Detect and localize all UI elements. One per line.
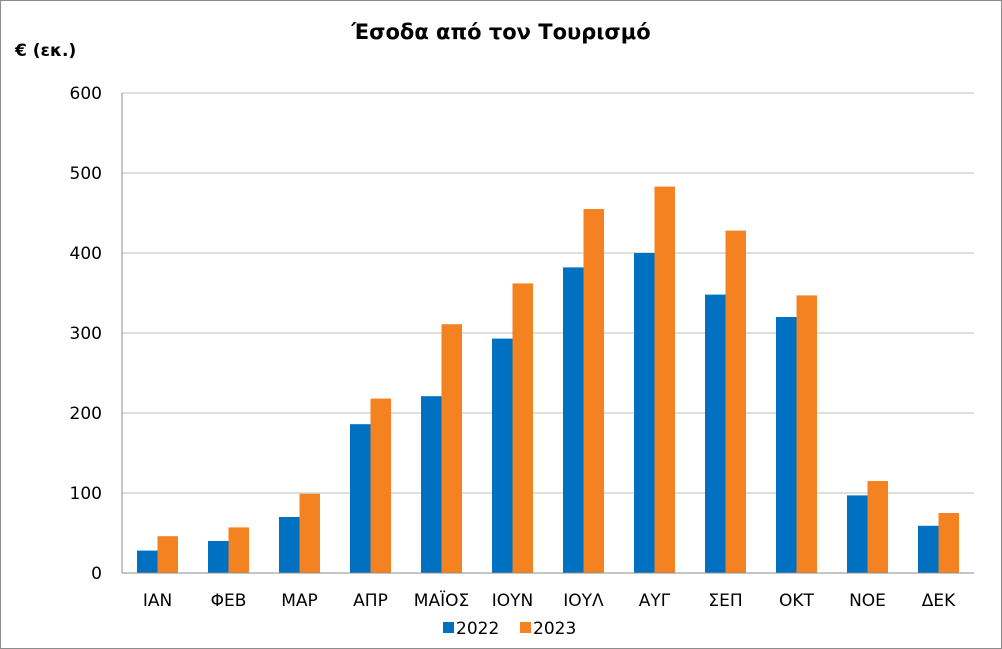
axes: 0 100 200 300 400 500 600 ΙΑΝ ΦΕΒ ΜΑΡ ΑΠΡ ΜΑΪΟΣ ΙΟΥΝ… [70, 84, 974, 611]
x-tick-label: ΟΚΤ [779, 591, 815, 611]
x-tick-label: ΑΠΡ [353, 591, 388, 611]
bar-2022-ΝΟΕ [847, 495, 868, 573]
bar-2023-ΔΕΚ [938, 513, 959, 573]
bar-2022-ΦΕΒ [208, 541, 229, 573]
bar-2023-ΑΥΓ [654, 186, 675, 573]
y-axis-unit-label: € (εκ.) [14, 41, 76, 61]
bar-2022-ΟΚΤ [776, 317, 797, 573]
bar-2022-ΙΑΝ [137, 550, 158, 573]
bar-2023-ΙΑΝ [157, 536, 178, 573]
legend-label: 2023 [533, 619, 576, 639]
bar-2023-ΑΠΡ [370, 398, 391, 573]
gridlines [122, 92, 974, 494]
bars [137, 186, 959, 573]
x-tick-label: ΙΟΥΛ [563, 591, 604, 611]
bar-2022-ΜΑΪΟΣ [421, 396, 442, 573]
x-tick-label: ΦΕΒ [211, 591, 247, 611]
x-tick-label: ΝΟΕ [849, 591, 886, 611]
bar-2023-ΙΟΥΛ [583, 209, 604, 573]
y-tick-label: 0 [91, 564, 102, 584]
bar-2023-ΦΕΒ [228, 527, 249, 573]
legend-label: 2022 [456, 619, 499, 639]
y-tick-label: 600 [70, 84, 102, 104]
legend-swatch-2022 [443, 622, 454, 633]
bar-2022-ΣΕΠ [705, 294, 726, 573]
y-tick-label: 100 [70, 484, 102, 504]
bar-2023-ΜΑΡ [299, 493, 320, 573]
x-tick-label: ΑΥΓ [639, 591, 671, 611]
x-tick-label: ΣΕΠ [708, 591, 742, 611]
x-tick-label: ΙΟΥΝ [492, 591, 534, 611]
x-tick-label: ΔΕΚ [922, 591, 956, 611]
bar-2023-ΙΟΥΝ [512, 283, 533, 573]
bar-2023-ΟΚΤ [796, 295, 817, 573]
y-tick-label: 200 [70, 404, 102, 424]
bar-2022-ΜΑΡ [279, 517, 300, 573]
bar-2022-ΑΥΓ [634, 253, 655, 573]
bar-2022-ΙΟΥΛ [563, 267, 584, 573]
y-tick-label: 300 [70, 324, 102, 344]
bar-2022-ΑΠΡ [350, 424, 371, 573]
legend-swatch-2023 [520, 622, 531, 633]
y-tick-label: 400 [70, 244, 102, 264]
x-tick-label: ΙΑΝ [143, 591, 172, 611]
y-tick-label: 500 [70, 164, 102, 184]
x-tick-label: ΜΑΪΟΣ [414, 590, 469, 611]
bar-2023-ΣΕΠ [725, 230, 746, 573]
legend: 2022 2023 [443, 619, 576, 639]
x-tick-label: ΜΑΡ [281, 591, 318, 611]
bar-2022-ΔΕΚ [918, 525, 939, 573]
bar-2022-ΙΟΥΝ [492, 338, 513, 573]
bar-2023-ΜΑΪΟΣ [441, 324, 462, 573]
chart-title: Έσοδα από τον Τουρισμό [350, 20, 650, 44]
bar-2023-ΝΟΕ [867, 481, 888, 573]
